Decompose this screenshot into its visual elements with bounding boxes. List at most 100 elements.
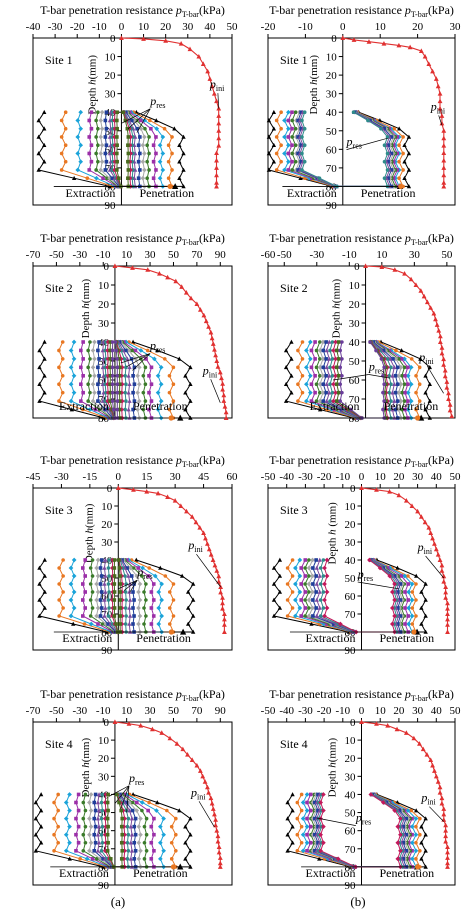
cycle-point [154, 151, 158, 156]
cycle-point [395, 151, 400, 156]
cycle-point [387, 348, 392, 353]
cycle-point [99, 126, 105, 132]
initial-point [443, 589, 449, 595]
cycle-point [56, 792, 60, 797]
x-tick-label: 10 [138, 21, 150, 33]
cycle-point [106, 582, 111, 586]
cycle-point [166, 176, 171, 180]
cycle-point [110, 348, 115, 353]
initial-point [445, 600, 450, 606]
y-axis-label-unit: (mm) [80, 278, 92, 303]
cycle-point [152, 816, 156, 821]
cycle-point [108, 357, 113, 361]
cycle-point [286, 142, 291, 148]
cycle-point [136, 159, 141, 164]
cycle-point [136, 840, 142, 846]
cycle-point [89, 126, 94, 131]
x-tick-label: -10 [335, 705, 350, 717]
cycle-point [112, 167, 117, 173]
cycle-point [124, 614, 128, 618]
cycle-point [103, 407, 107, 412]
cycle-point [95, 573, 101, 579]
initial-point [432, 541, 437, 546]
cycle-point [128, 856, 133, 861]
y-tick-label: 20 [98, 753, 110, 765]
cycle-point [398, 364, 404, 370]
cycle-point [322, 581, 327, 587]
cycle-point [318, 390, 322, 395]
cycle-point [293, 159, 298, 164]
chart-title-text: T-bar penetration resistance [269, 231, 405, 245]
cycle-point [102, 597, 107, 602]
bottom-marker-orange [168, 629, 174, 635]
initial-point [415, 508, 420, 514]
plot-frame [32, 487, 233, 651]
cycle-point [404, 816, 409, 821]
cycle-point [398, 381, 404, 387]
cycle-point [138, 168, 142, 172]
p-res-leader [126, 353, 151, 368]
cycle-point [423, 864, 428, 869]
cycle-point [79, 399, 83, 403]
initial-point [441, 806, 447, 811]
cycle-point [140, 142, 146, 148]
cycle-point [339, 407, 344, 412]
cycle-point [136, 605, 141, 611]
p-ini-label: pini [420, 791, 436, 807]
x-tick-label: 30 [170, 471, 182, 483]
initial-point [443, 838, 449, 844]
cycle-point [95, 800, 101, 805]
cycle-point [333, 390, 338, 396]
cycle-point [382, 159, 387, 164]
cycle-point [129, 118, 134, 123]
cycle-point [392, 597, 397, 603]
cycle-point [96, 399, 100, 403]
cycle-point [314, 606, 318, 610]
cycle-point [314, 574, 318, 578]
cycle-point [295, 800, 300, 805]
p-res-leader [368, 374, 391, 379]
initial-point [426, 61, 432, 66]
cycle-point [131, 407, 135, 412]
cycle-point [318, 598, 323, 602]
cycle-point [147, 168, 151, 172]
y-tick-label: 90 [326, 200, 338, 212]
cycle-point [137, 597, 143, 603]
x-tick-label: -10 [96, 249, 111, 261]
cycle-point [98, 151, 104, 156]
cycle-point [283, 398, 289, 403]
cycle-point [335, 382, 339, 387]
x-tick-label: 50 [168, 705, 180, 717]
cycle-point [296, 399, 300, 403]
cycle-point [406, 134, 412, 139]
cycle-point [297, 557, 303, 563]
cycle-point [98, 598, 103, 602]
cycle-point [170, 151, 174, 156]
cycle-point [406, 365, 410, 370]
cycle-point [97, 390, 101, 395]
cycle-point [321, 606, 326, 610]
cycle-point [321, 348, 326, 353]
cycle-point [110, 613, 115, 619]
chart-title-text: T-bar penetration resistance [40, 231, 176, 245]
cycle-point [322, 597, 327, 603]
initial-point [374, 487, 379, 492]
cycle-point [316, 840, 320, 845]
initial-point [214, 568, 220, 573]
cycle-point [333, 356, 338, 362]
cycle-point [118, 382, 122, 387]
cycle-point [321, 792, 326, 797]
cycle-point [296, 135, 300, 139]
cycle-point [125, 566, 129, 570]
cycle-point [96, 159, 100, 164]
cycle-point [127, 605, 132, 610]
cycle-point [406, 582, 410, 586]
cycle-point [406, 399, 410, 403]
cycle-point [313, 373, 317, 378]
chart-panel-b-site-2: T-bar penetration resistance pT-bar(kPa)… [261, 231, 456, 425]
x-tick-label: 0 [359, 705, 365, 717]
cycle-point [409, 357, 414, 361]
cycle-point [137, 581, 143, 587]
p-res-leader [129, 580, 138, 593]
initial-point [441, 172, 447, 178]
